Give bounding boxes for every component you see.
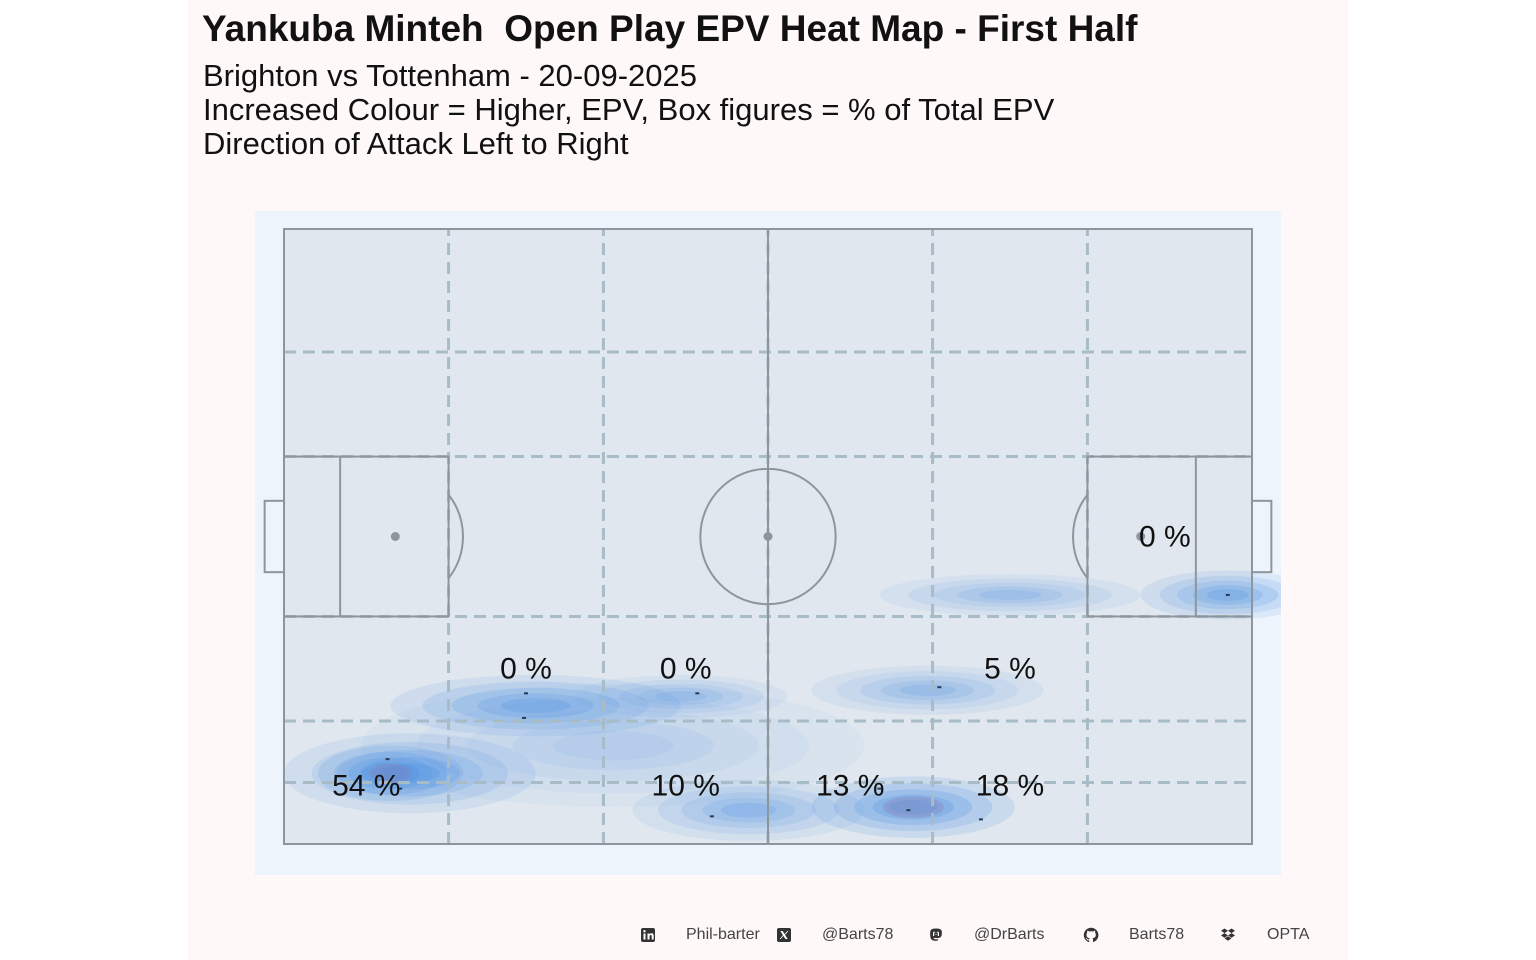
density-contour xyxy=(333,751,448,795)
zone-percent-label: 10 % xyxy=(652,770,720,803)
data-source: OPTA xyxy=(1267,926,1310,943)
centre-spot xyxy=(763,532,773,541)
density-blob xyxy=(879,574,1141,616)
density-contour xyxy=(574,674,788,718)
zone-percent-label: 0 % xyxy=(500,653,552,686)
chart-title: Yankuba Minteh Open Play EPV Heat Map - … xyxy=(202,8,1138,49)
mastodon-icon xyxy=(928,927,944,948)
density-contour xyxy=(658,786,840,835)
left-penalty-spot xyxy=(390,532,400,541)
density-contour xyxy=(1140,570,1281,620)
density-contour xyxy=(934,582,1086,608)
density-contour xyxy=(361,684,865,808)
density-contour xyxy=(899,684,956,697)
pitch-markings xyxy=(263,228,1273,845)
zone-percent-label: 18 % xyxy=(976,770,1044,803)
density-contour xyxy=(512,721,714,771)
density-contour xyxy=(957,586,1063,604)
density-blob xyxy=(811,665,1044,715)
density-contour xyxy=(837,671,1019,710)
density-core xyxy=(368,763,413,783)
density-contour xyxy=(811,776,1015,838)
left-goal xyxy=(263,499,286,574)
density-contour xyxy=(379,763,441,783)
density-contour xyxy=(854,789,973,825)
density-contour xyxy=(720,802,777,818)
footer-credits: Phil-barter @Barts78 @DrBarts Barts78 OP… xyxy=(0,918,1536,952)
dropbox-icon xyxy=(1220,927,1236,948)
density-contour xyxy=(881,680,975,701)
density-contour xyxy=(860,675,996,705)
density-contour xyxy=(467,709,760,782)
zone-percent-label: 54 % xyxy=(332,770,400,803)
density-core xyxy=(882,796,944,818)
density-contour xyxy=(422,681,649,730)
density-blob xyxy=(284,733,536,814)
density-contour xyxy=(655,691,707,702)
density-contour xyxy=(879,574,1141,616)
right-penalty-arc xyxy=(1072,494,1089,579)
density-contour xyxy=(632,779,865,841)
density-contour xyxy=(477,693,594,718)
github-handle[interactable]: Barts78 xyxy=(1129,926,1185,943)
density-contour xyxy=(908,578,1112,612)
zone-percent-label: 0 % xyxy=(1139,521,1191,554)
centre-circle xyxy=(699,467,837,606)
density-contour xyxy=(619,683,743,709)
density-blob xyxy=(361,684,865,808)
density-contour xyxy=(833,783,993,832)
density-contour xyxy=(638,687,724,706)
left-penalty-arc xyxy=(447,494,464,579)
density-contour xyxy=(681,792,817,829)
subtitle-match: Brighton vs Tottenham - 20-09-2025 xyxy=(203,58,698,93)
density-contour xyxy=(373,766,408,780)
density-contour xyxy=(336,750,483,797)
x-twitter-icon xyxy=(776,927,792,948)
linkedin-icon xyxy=(640,927,656,948)
density-contour xyxy=(552,730,674,761)
linkedin-handle[interactable]: Phil-barter xyxy=(686,926,760,943)
density-contour xyxy=(361,762,420,785)
density-contour xyxy=(284,733,536,814)
zone-percent-label: 13 % xyxy=(816,770,884,803)
density-contour xyxy=(500,698,571,714)
zone-percent-label: 5 % xyxy=(984,653,1036,686)
density-contour xyxy=(978,589,1042,600)
x-handle[interactable]: @Barts78 xyxy=(822,926,894,943)
density-contour xyxy=(888,799,938,815)
density-contour xyxy=(1159,575,1281,615)
density-contour xyxy=(311,742,508,805)
density-contour xyxy=(811,665,1044,715)
density-blob xyxy=(317,745,464,801)
event-markers xyxy=(385,593,1230,821)
subtitle-legend-note: Increased Colour = Higher, EPV, Box figu… xyxy=(203,92,1055,127)
zone-percent-labels: 0 % 0 % 0 % 5 % 54 % 10 % 13 % 18 % xyxy=(332,521,1191,803)
right-goal xyxy=(1251,499,1273,574)
right-penalty-spot xyxy=(1136,532,1146,541)
mastodon-handle[interactable]: @DrBarts xyxy=(974,926,1045,943)
density-contour xyxy=(317,745,464,801)
subtitle-direction: Direction of Attack Left to Right xyxy=(203,126,629,161)
density-contour xyxy=(597,679,764,714)
github-icon xyxy=(1083,927,1099,948)
zone-percent-label: 0 % xyxy=(660,653,712,686)
density-blob xyxy=(1140,570,1281,620)
density-blob xyxy=(574,674,788,718)
density-contour xyxy=(451,687,620,724)
density-blob xyxy=(632,779,865,841)
density-contour xyxy=(702,797,796,823)
